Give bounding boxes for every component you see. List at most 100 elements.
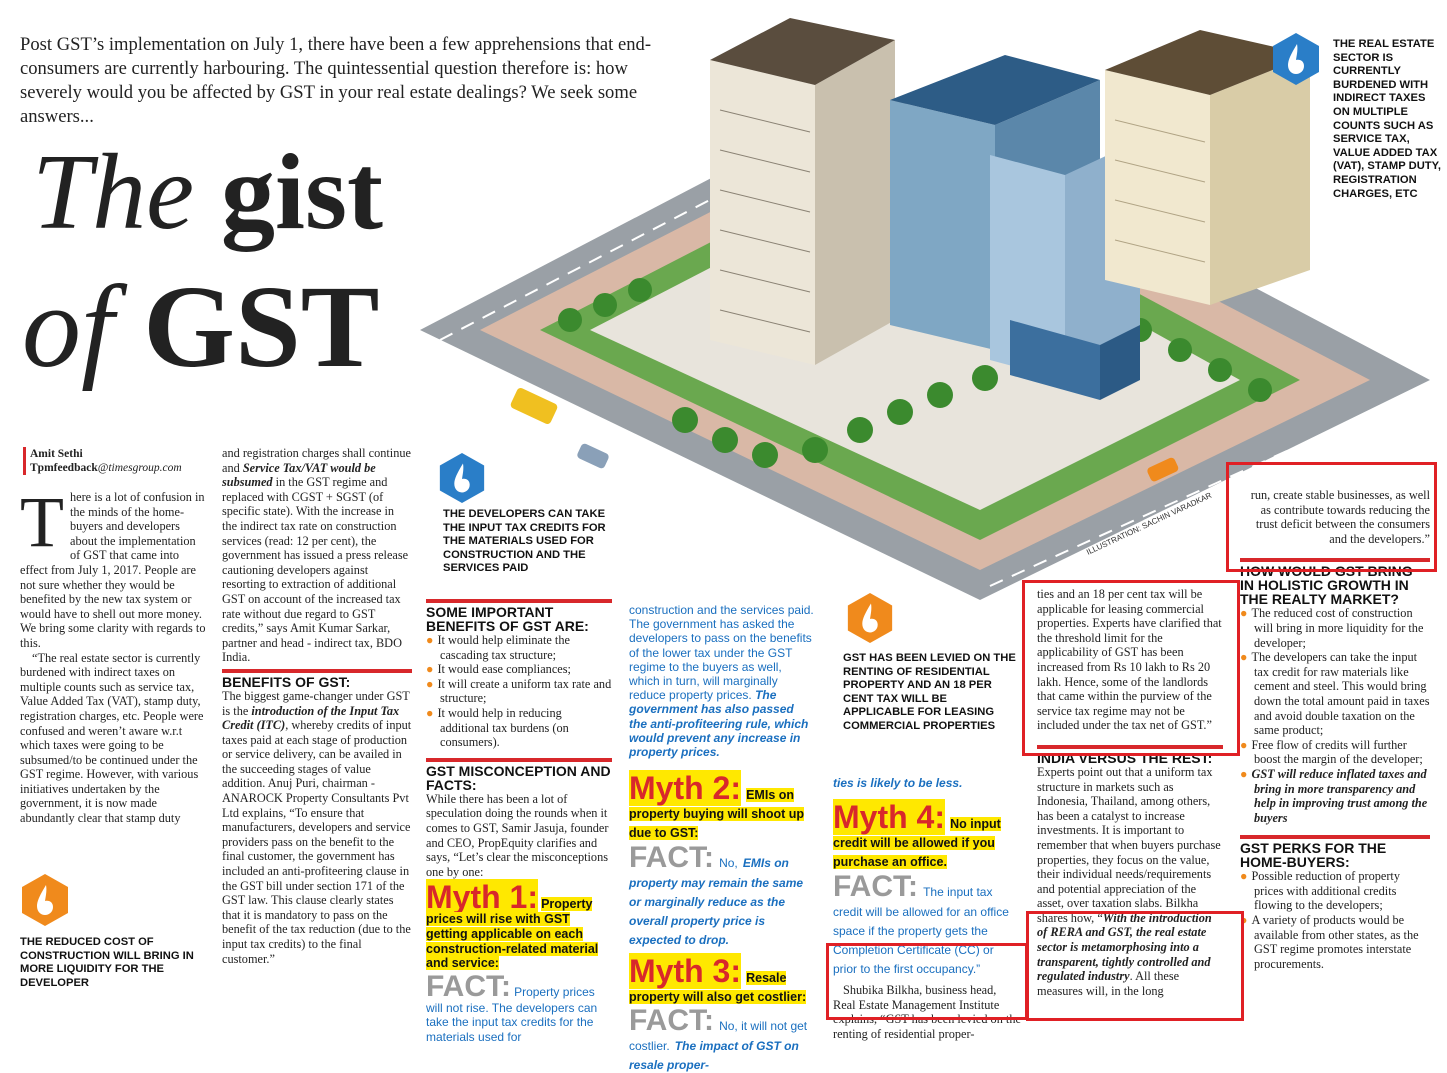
myth-4-label: Myth 4:: [833, 799, 945, 836]
byline-feedback: Tpmfeedback: [30, 462, 98, 474]
col4-p1: construction and the services paid. The …: [629, 603, 814, 703]
note-leasing: GST HAS BEEN LEVIED ON THE RENTING OF RE…: [843, 652, 1016, 732]
fact-4-label: FACT:: [833, 870, 918, 904]
myth-3-label: Myth 3:: [629, 953, 741, 990]
note-developers-credit: THE DEVELOPERS CAN TAKE THE INPUT TAX CR…: [443, 508, 606, 575]
benefit-bullet-3-text: It will create a uniform tax rate and st…: [437, 676, 612, 706]
bus: [510, 388, 558, 424]
fact-4-text: The input tax credit will be allowed for…: [833, 885, 1009, 977]
intro-text: Post GST’s implementation on July 1, the…: [20, 34, 652, 127]
growth-bullet-2-text: The developers can take the input tax cr…: [1251, 650, 1430, 738]
column-6: ties and an 18 per cent tax will be appl…: [1037, 587, 1223, 998]
col6-p2-bold: With the introduction of RERA and GST, t…: [1037, 910, 1212, 984]
col2-para1: and registration charges shall continue …: [222, 446, 412, 665]
highlight-box-rera: [1026, 911, 1244, 1021]
heading-gst-perks: GST PERKS FOR THE HOME-BUYERS:: [1240, 835, 1430, 869]
col1-para1: here is a lot of confusion in the minds …: [20, 490, 206, 650]
perk-bullet-2: ● A variety of products would be availabl…: [1240, 913, 1419, 971]
fact-3: FACT: No, it will not get costlier. The …: [629, 1004, 815, 1073]
headline-gist: gist: [221, 133, 383, 252]
fact-1-label: FACT:: [426, 969, 511, 1003]
growth-bullet-1: ● The reduced cost of construction will b…: [1240, 606, 1424, 650]
gst-buildings-illustration: ILLUSTRATION: SACHIN VARADKAR: [420, 18, 1430, 600]
fact-3-label: FACT:: [629, 1004, 714, 1038]
col2-para2: The biggest game-changer under GST is th…: [222, 689, 412, 966]
heading-important-benefits: SOME IMPORTANT BENEFITS OF GST ARE:: [426, 599, 612, 633]
col6-p2-end: . All these measures will, in the long: [1037, 969, 1180, 998]
col2-p2a: The biggest game-changer under GST is th…: [222, 688, 410, 718]
fact-4: FACT: The input tax credit will be allow…: [833, 870, 1021, 977]
fact-2-text-b: EMIs on property may remain the same or …: [629, 856, 804, 948]
headline-gst: GST: [143, 261, 380, 392]
myth-2: Myth 2: EMIs on property buying will sho…: [629, 770, 815, 841]
highlight-box-trust: [1226, 462, 1437, 572]
col2-p2c: , whereby credits of input taxes paid at…: [222, 718, 412, 966]
col2-p2b: introduction of the Input Tax Credit (IT…: [222, 703, 400, 733]
highlight-box-bilkha: [826, 943, 1028, 1020]
note-real-estate-burden: THE REAL ESTATE SECTOR IS CURRENTLY BURD…: [1333, 38, 1441, 200]
perk-bullet-1: ● Possible reduction of property prices w…: [1240, 869, 1400, 913]
benefit-bullet-3: ● It will create a uniform tax rate and s…: [426, 676, 612, 706]
growth-bullet-4-text: GST will reduce inflated taxes and bring…: [1251, 766, 1428, 825]
byline-author: Amit Sethi: [30, 448, 83, 460]
growth-bullet-4: ● GST will reduce inflated taxes and brin…: [1240, 766, 1428, 825]
drop-hex-icon-top: [1273, 33, 1319, 85]
trees: [558, 278, 1272, 468]
headline-line2: of GST: [22, 268, 379, 386]
col4-p1-bold: The government has also passed the anti-…: [629, 688, 809, 760]
fact-2-label: FACT:: [629, 841, 714, 875]
col2-p1c: in the GST regime and replaced with CGST…: [222, 475, 409, 665]
column-3: SOME IMPORTANT BENEFITS OF GST ARE: ● It …: [426, 599, 612, 1044]
fact-2-text-a: No,: [719, 856, 738, 871]
benefit-bullet-1: ● It would help eliminate the cascading t…: [426, 633, 570, 662]
myth-4: Myth 4: No input credit will be allowed …: [833, 799, 1021, 870]
col1-para2: “The real estate sector is currently bur…: [20, 650, 204, 826]
col6-para1: ties and an 18 per cent tax will be appl…: [1037, 587, 1222, 733]
myth-1: Myth 1: Property prices will rise with G…: [426, 879, 612, 971]
column-7: run, create stable businesses, as well a…: [1240, 488, 1430, 971]
col5-top: ties is likely to be less.: [833, 776, 963, 790]
col2-p1b: Service Tax/VAT would be subsumed: [222, 460, 376, 490]
benefit-bullet-2-text: It would ease compliances;: [437, 662, 571, 677]
drop-cap: T: [20, 482, 64, 562]
myth-3: Myth 3: Resale property will also get co…: [629, 953, 815, 1005]
low-building: [1010, 320, 1100, 400]
col3-para: While there has been a lot of speculatio…: [426, 791, 609, 879]
drop-hex-icon-leasing: [847, 592, 893, 644]
myth-1-label: Myth 1:: [426, 879, 538, 916]
col6-p2: Experts point out that a uniform tax str…: [1037, 764, 1221, 925]
col2-p1a: and registration charges shall continue …: [222, 446, 411, 475]
benefit-bullet-4: ● It would help in reducing additional ta…: [426, 705, 569, 750]
growth-bullet-3: ● Free flow of credits will further boost…: [1240, 737, 1423, 767]
growth-bullet-2: ● The developers can take the input tax c…: [1240, 650, 1430, 738]
byline-email: @timesgroup.com: [97, 462, 182, 474]
benefit-bullet-1-text: It would help eliminate the cascading ta…: [437, 633, 570, 662]
col6-para2: Experts point out that a uniform tax str…: [1037, 765, 1223, 999]
fact-2: FACT: No, EMIs on property may remain th…: [629, 841, 815, 948]
col7-para1: run, create stable businesses, as well a…: [1250, 488, 1430, 546]
col4-para: construction and the services paid. The …: [629, 603, 815, 759]
car-blue: [577, 443, 609, 469]
highlight-box-leasing: [1022, 580, 1240, 756]
drop-hex-icon-bottom: [22, 874, 68, 926]
car-orange: [1147, 457, 1179, 482]
column-1: T here is a lot of confusion in the mind…: [20, 482, 208, 826]
headline: The gist: [32, 138, 383, 248]
byline: Amit Sethi Tpmfeedback@timesgroup.com: [23, 447, 182, 475]
drop-hex-icon-mid: [439, 452, 485, 504]
perk-bullet-2-text: A variety of products would be available…: [1251, 913, 1419, 971]
column-4: construction and the services paid. The …: [629, 603, 815, 1073]
note-liquidity: THE REDUCED COST OF CONSTRUCTION WILL BR…: [20, 936, 194, 989]
fact-1: FACT: Property prices will not rise. The…: [426, 969, 612, 1045]
building-g: [710, 18, 895, 365]
benefit-bullet-2: ● It would ease compliances;: [426, 662, 571, 677]
building-t: [1105, 30, 1310, 305]
growth-bullet-1-text: The reduced cost of construction will br…: [1251, 606, 1424, 650]
perk-bullet-1-text: Possible reduction of property prices wi…: [1251, 869, 1400, 913]
heading-misconception: GST MISCONCEPTION AND FACTS:: [426, 757, 612, 792]
benefit-bullet-4-text: It would help in reducing additional tax…: [437, 705, 569, 750]
growth-bullet-3-text: Free flow of credits will further boost …: [1251, 737, 1423, 767]
column-2: and registration charges shall continue …: [222, 446, 412, 966]
headline-the: The: [32, 133, 194, 252]
myth-2-label: Myth 2:: [629, 770, 741, 807]
